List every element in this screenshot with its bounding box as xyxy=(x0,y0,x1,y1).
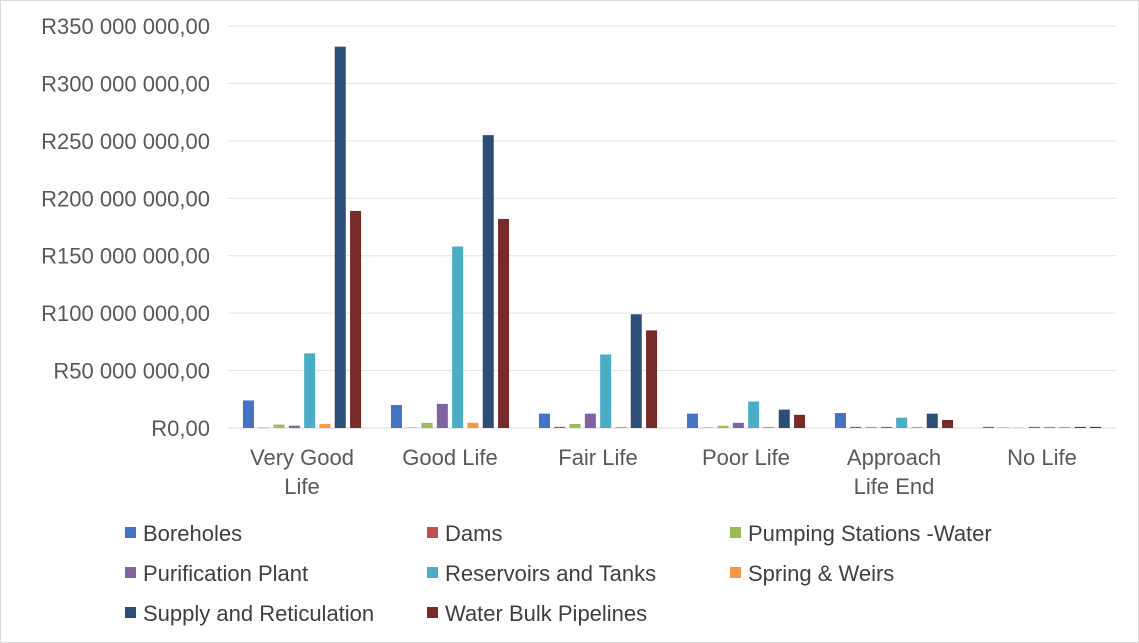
x-tick-label: Good Life xyxy=(402,445,497,470)
bar-reservoirs-and-tanks xyxy=(748,401,760,428)
bar-supply-and-reticulation xyxy=(482,135,494,428)
x-tick-label-line: Approach xyxy=(847,445,941,470)
bar-reservoirs-and-tanks xyxy=(452,246,464,428)
legend-label: Supply and Reticulation xyxy=(143,601,374,626)
legend-swatch xyxy=(427,567,438,578)
legend-label: Pumping Stations -Water xyxy=(748,521,992,546)
bar-purification-plant xyxy=(436,403,448,428)
y-tick-label: R100 000 000,00 xyxy=(41,301,210,326)
bar-purification-plant xyxy=(880,426,892,428)
x-tick-label-line: Fair Life xyxy=(558,445,637,470)
bar-spring-weirs xyxy=(911,426,923,428)
bar-spring-weirs xyxy=(319,423,331,428)
y-tick-label: R150 000 000,00 xyxy=(41,244,210,269)
bar-boreholes xyxy=(538,413,550,428)
bar-supply-and-reticulation xyxy=(778,409,790,428)
legend-swatch xyxy=(427,527,438,538)
x-tick-label-line: No Life xyxy=(1007,445,1077,470)
legend-swatch xyxy=(125,527,136,538)
bar-supply-and-reticulation xyxy=(630,314,642,428)
bar-purification-plant xyxy=(1028,426,1040,428)
x-tick-label: No Life xyxy=(1007,445,1077,470)
y-tick-label: R300 000 000,00 xyxy=(41,71,210,96)
legend-label: Boreholes xyxy=(143,521,242,546)
bar-supply-and-reticulation xyxy=(1074,426,1086,428)
bar-boreholes xyxy=(390,405,402,428)
bar-spring-weirs xyxy=(467,422,479,428)
bar-supply-and-reticulation xyxy=(926,413,938,428)
x-tick-label-line: Poor Life xyxy=(702,445,790,470)
x-tick-label: Fair Life xyxy=(558,445,637,470)
bar-water-bulk-pipelines xyxy=(646,330,658,428)
bar-pumping-stations-water xyxy=(273,424,285,428)
y-tick-label: R50 000 000,00 xyxy=(53,359,210,384)
bar-dams xyxy=(554,426,566,428)
bar-reservoirs-and-tanks xyxy=(1044,426,1056,428)
y-tick-label: R0,00 xyxy=(151,416,210,441)
legend-label: Reservoirs and Tanks xyxy=(445,561,656,586)
bar-spring-weirs xyxy=(763,426,775,428)
bar-purification-plant xyxy=(584,413,596,428)
legend-swatch xyxy=(730,567,741,578)
bar-boreholes xyxy=(982,426,994,428)
y-tick-label: R200 000 000,00 xyxy=(41,186,210,211)
legend-label: Water Bulk Pipelines xyxy=(445,601,647,626)
bar-purification-plant xyxy=(732,422,744,428)
legend-swatch xyxy=(730,527,741,538)
bar-purification-plant xyxy=(288,425,300,428)
legend-label: Dams xyxy=(445,521,502,546)
bar-reservoirs-and-tanks xyxy=(600,354,612,428)
legend-swatch xyxy=(125,607,136,618)
x-tick-label-line: Good Life xyxy=(402,445,497,470)
bar-reservoirs-and-tanks xyxy=(304,353,316,428)
bar-boreholes xyxy=(834,413,846,428)
legend-swatch xyxy=(125,567,136,578)
y-tick-label: R250 000 000,00 xyxy=(41,129,210,154)
bar-water-bulk-pipelines xyxy=(350,210,362,428)
legend-label: Spring & Weirs xyxy=(748,561,894,586)
bar-pumping-stations-water xyxy=(421,422,433,428)
x-tick-label-line: Very Good xyxy=(250,445,354,470)
bar-pumping-stations-water xyxy=(865,426,877,428)
x-tick-label: Very Good Life xyxy=(250,445,354,499)
legend-label: Purification Plant xyxy=(143,561,308,586)
bar-water-bulk-pipelines xyxy=(1090,426,1102,428)
bar-supply-and-reticulation xyxy=(334,46,346,428)
bar-pumping-stations-water xyxy=(717,425,729,428)
x-tick-label: Approach Life End xyxy=(847,445,941,499)
bar-water-bulk-pipelines xyxy=(942,419,954,428)
bar-dams xyxy=(850,426,862,428)
x-tick-label-line: Life End xyxy=(854,474,935,499)
bar-water-bulk-pipelines xyxy=(794,414,806,428)
bar-boreholes xyxy=(686,413,698,428)
bar-spring-weirs xyxy=(615,426,627,428)
y-tick-label: R350 000 000,00 xyxy=(41,14,210,39)
bar-boreholes xyxy=(242,400,254,428)
x-tick-label-line: Life xyxy=(284,474,319,499)
bar-reservoirs-and-tanks xyxy=(896,417,908,428)
legend-swatch xyxy=(427,607,438,618)
bar-spring-weirs xyxy=(1059,426,1071,428)
x-tick-label: Poor Life xyxy=(702,445,790,470)
bar-water-bulk-pipelines xyxy=(498,218,510,428)
bar-pumping-stations-water xyxy=(569,423,581,428)
